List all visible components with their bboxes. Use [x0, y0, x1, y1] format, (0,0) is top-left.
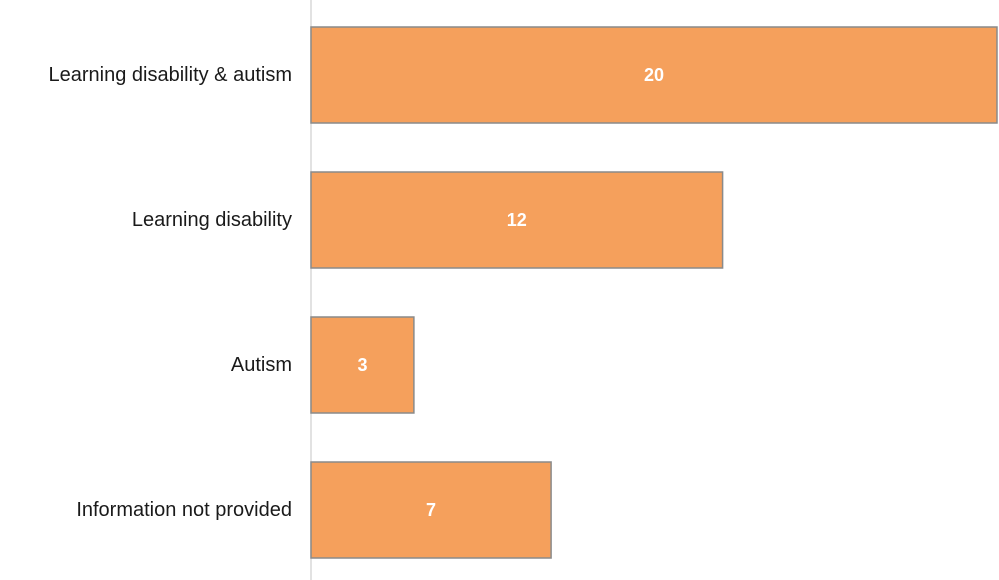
value-label-0: 20 [644, 65, 664, 85]
category-label-1: Learning disability [132, 209, 292, 231]
value-label-1: 12 [507, 210, 527, 230]
bar-0 [310, 26, 998, 124]
category-label-2: Autism [231, 354, 292, 376]
value-label-2: 3 [357, 355, 367, 375]
bar-2 [310, 316, 415, 414]
value-labels: 20 12 3 7 [357, 65, 664, 520]
bar-1 [310, 171, 724, 269]
category-label-0: Learning disability & autism [49, 64, 292, 86]
category-labels: Learning disability & autism Learning dis… [49, 64, 292, 521]
category-label-3: Information not provided [76, 499, 292, 521]
value-label-3: 7 [426, 500, 436, 520]
bar-3 [310, 461, 552, 559]
bars-group [310, 26, 998, 559]
